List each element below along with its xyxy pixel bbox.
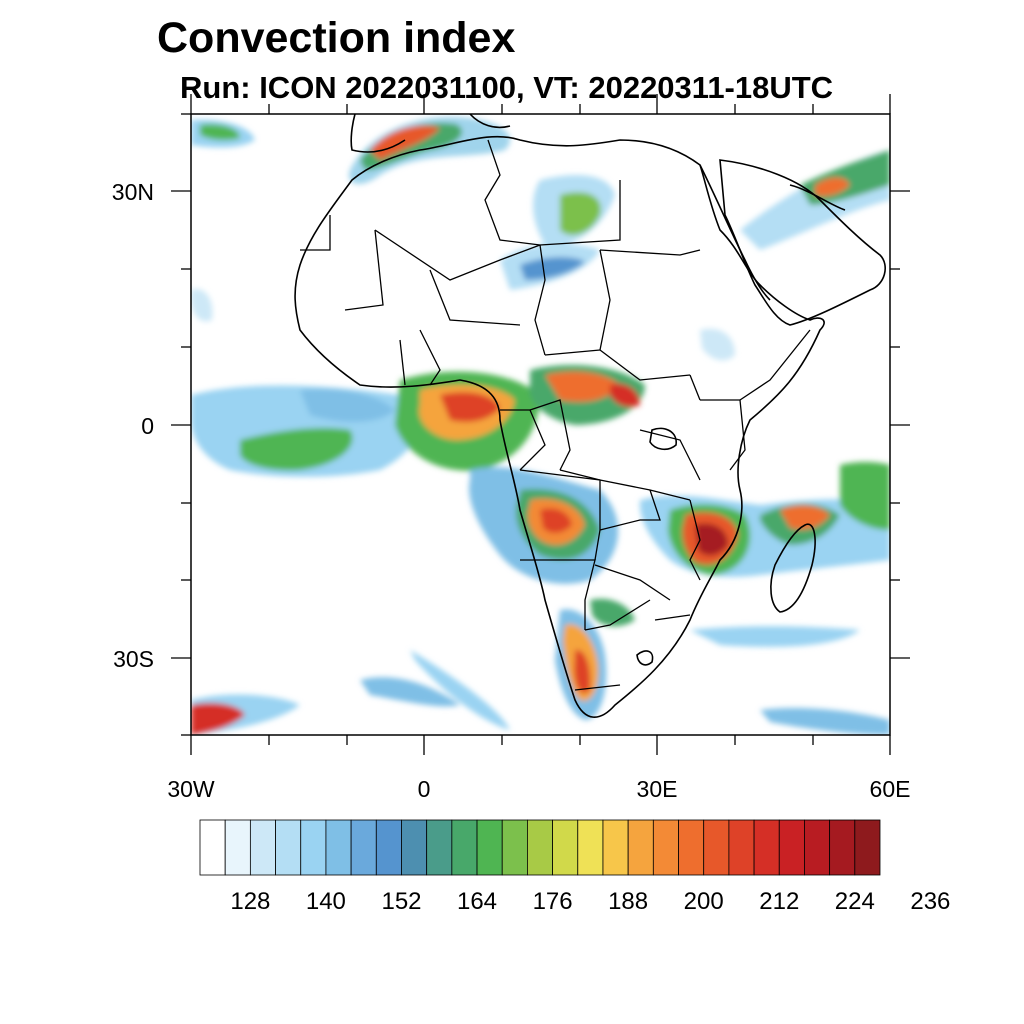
colorbar-swatch [451,819,478,876]
colorbar-swatch [552,819,579,876]
colorbar-swatch [778,819,805,876]
colorbar-swatch [224,819,251,876]
colorbar-swatch [426,819,453,876]
lon-label-60e: 60E [869,776,911,802]
colorbar-swatch [703,819,730,876]
colorbar-label: 188 [608,888,649,915]
colorbar-label: 176 [532,888,573,915]
colorbar-swatch [199,819,226,876]
colorbar-swatch [527,819,553,876]
lon-label-30e: 30E [636,776,678,802]
colorbar-label: 236 [910,888,951,915]
colorbar-swatch [350,819,377,876]
colorbar-swatch [854,819,881,876]
colorbar-swatch [602,819,629,876]
colorbar-swatch [375,819,402,876]
colorbar-swatch [652,819,679,876]
colorbar-swatch [577,819,604,876]
colorbar-swatch [627,819,654,876]
convection-field [191,116,890,735]
colorbar-swatch [476,819,503,876]
colorbar-label: 200 [683,888,724,915]
lon-label-0: 0 [417,776,431,802]
colorbar-swatch [804,819,831,876]
colorbar-swatch [275,819,302,876]
axis-ticks [171,94,910,755]
map-subtitle: Run: ICON 2022031100, VT: 20220311-18UTC [180,70,834,105]
lat-label-30n: 30N [111,179,154,205]
lat-label-30s: 30S [113,646,154,672]
lon-label-30w: 30W [167,776,215,802]
country-borders [300,139,811,691]
colorbar-swatch [501,819,528,876]
map-title: Convection index [157,14,516,62]
colorbar-label: 140 [305,888,346,915]
colorbar-swatch [678,819,705,876]
colorbar-swatch [829,819,856,876]
colorbar-swatch [728,819,755,876]
colorbar-label: 128 [230,888,271,915]
colorbar-label: 224 [834,888,875,915]
colorbar-swatch [401,819,428,876]
lat-label-0: 0 [141,413,154,439]
colorbar-label: 152 [381,888,422,915]
colorbar [199,819,881,876]
coastlines [294,114,886,718]
colorbar-swatch [249,819,276,876]
colorbar-label: 212 [759,888,800,915]
colorbar-swatch [753,819,780,876]
colorbar-label: 164 [456,888,498,915]
colorbar-swatch [325,819,352,876]
colorbar-swatch [300,819,327,876]
